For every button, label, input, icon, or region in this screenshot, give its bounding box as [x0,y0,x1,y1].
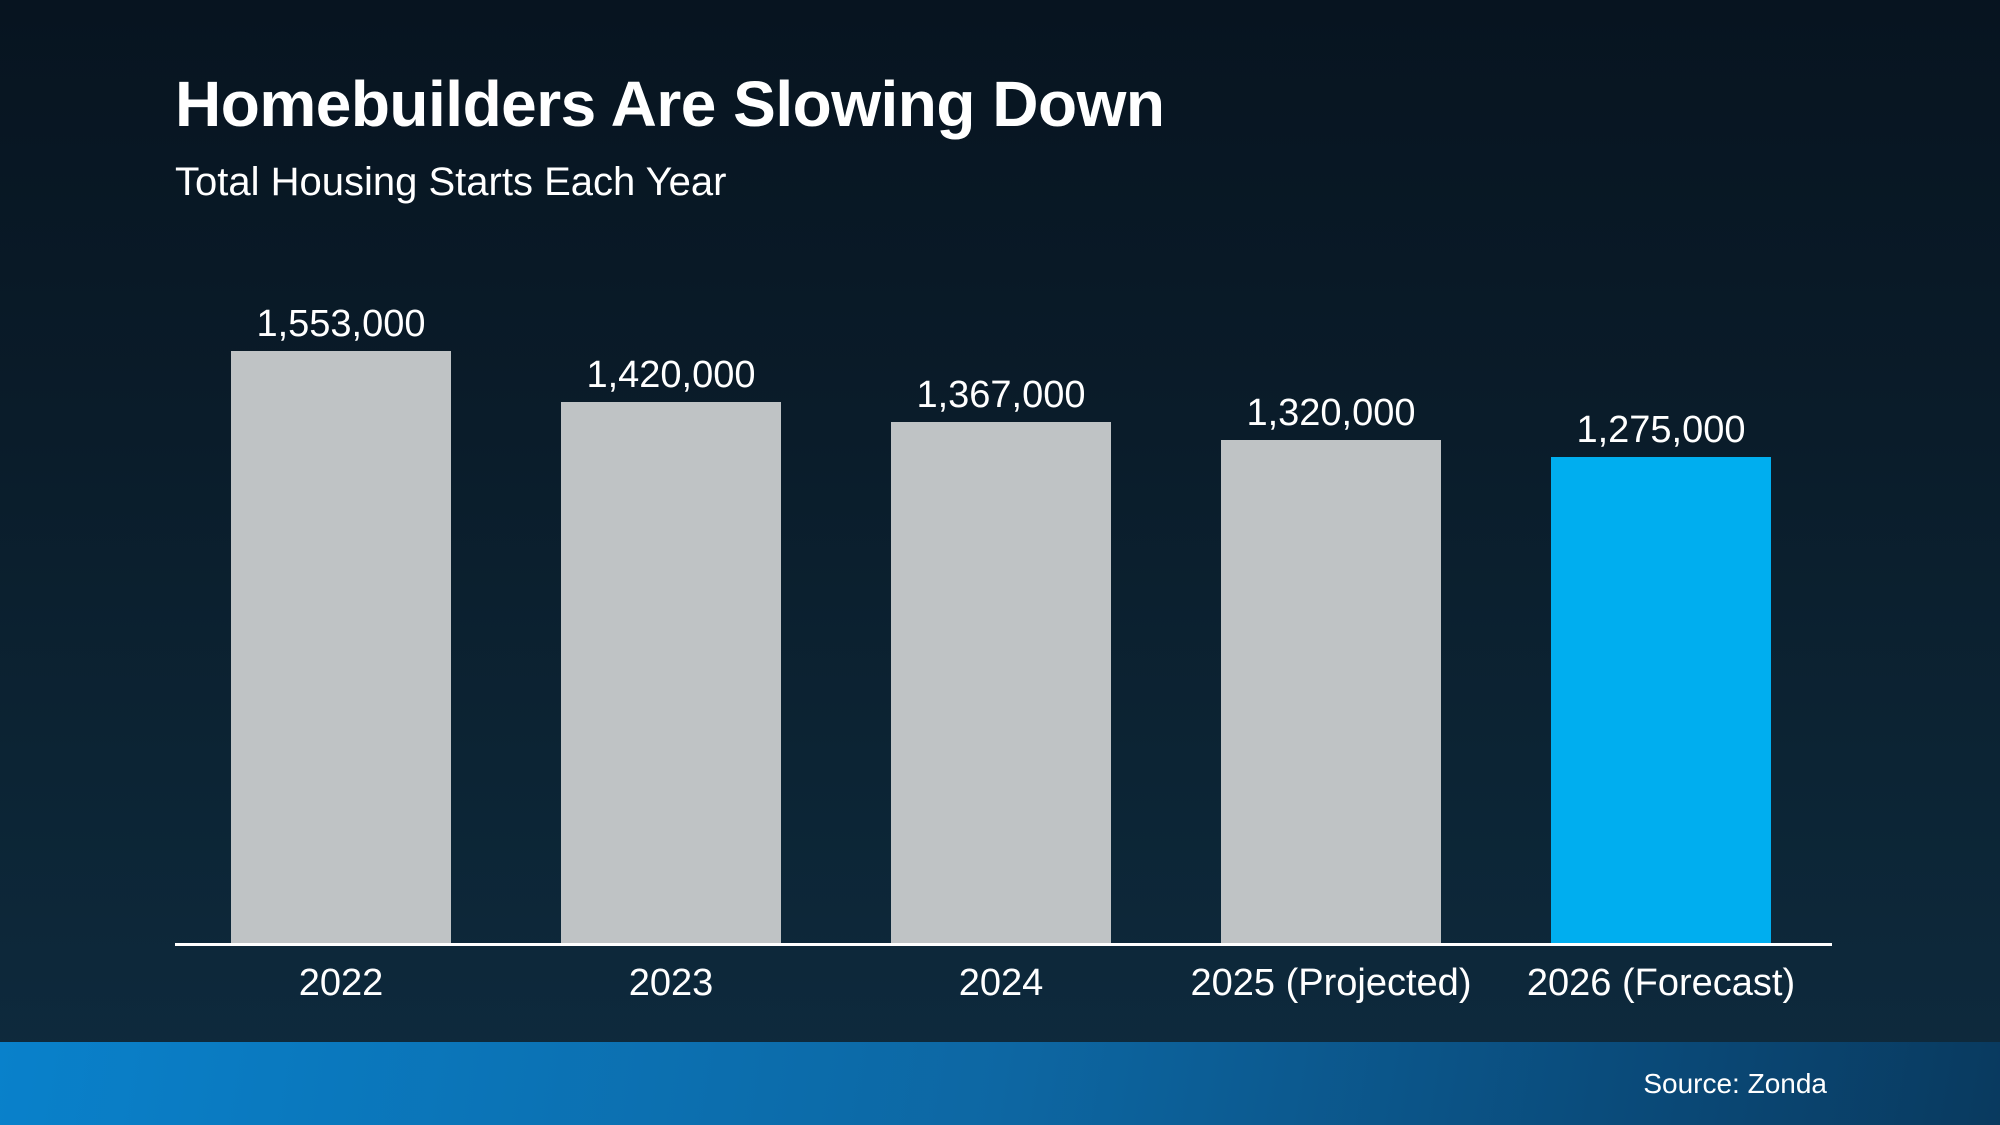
bar-value-label: 1,367,000 [916,374,1086,416]
bar-value-label: 1,420,000 [586,354,756,396]
bar-value-label: 1,320,000 [1246,392,1416,434]
page-subtitle: Total Housing Starts Each Year [175,160,727,204]
category-label: 2024 [958,962,1044,1004]
page-title: Homebuilders Are Slowing Down [175,68,1165,140]
bar: 1,420,000 [561,356,781,943]
footer-band: Source: Zonda [0,1042,2000,1125]
bar: 1,367,000 [891,376,1111,943]
category-labels: 2022 2023 2024 2025 (Projected) 2026 (Foreca… [231,962,1796,1005]
x-axis-line [175,943,1832,946]
category-label: 2026 (Forecast) [1526,962,1796,1004]
category-label: 2025 (Projected) [1190,962,1472,1004]
bar: 1,553,000 [231,305,451,943]
bar: 1,275,000 [1551,411,1771,943]
category-label: 2022 [298,962,384,1004]
bar-chart: 1,553,000 1,420,000 1,367,000 1,320,000 1,27… [231,305,1771,943]
source-label: Source: Zonda [1643,1067,1827,1099]
bar-value-label: 1,275,000 [1576,409,1746,451]
category-label: 2023 [628,962,714,1004]
bar: 1,320,000 [1221,394,1441,943]
bar-value-label: 1,553,000 [256,303,426,345]
